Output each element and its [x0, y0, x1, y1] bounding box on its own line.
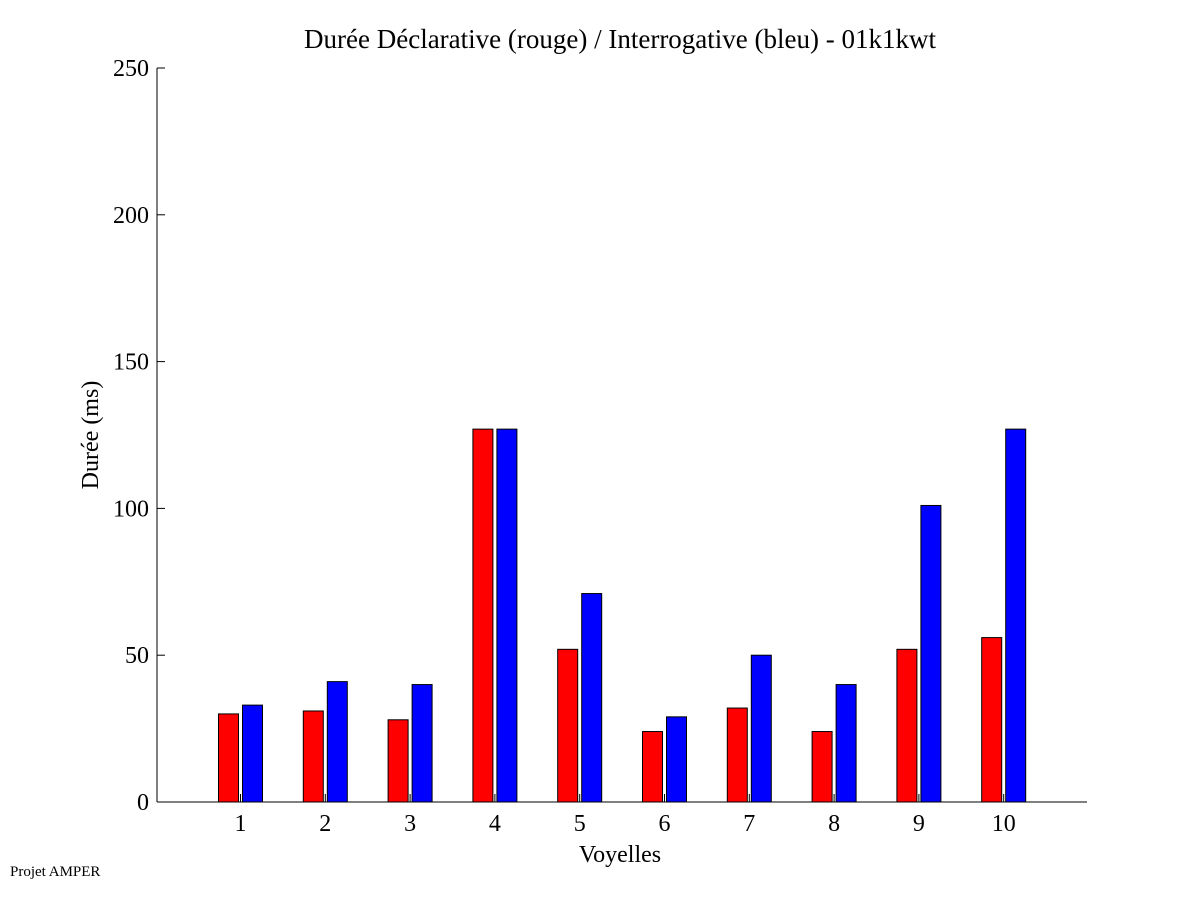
- bar-red-5: [557, 648, 579, 803]
- x-tick-label: 10: [992, 811, 1016, 837]
- bar-red-8: [811, 731, 833, 803]
- y-tick-label: 150: [113, 350, 149, 376]
- y-tick-label: 200: [113, 203, 149, 229]
- y-tick-label: 100: [113, 496, 149, 522]
- bar-blue-1: [242, 704, 263, 803]
- bar-blue-9: [920, 504, 942, 803]
- bar-red-10: [981, 637, 1003, 803]
- axes-group: [156, 68, 1087, 803]
- x-tick-label: 5: [574, 811, 586, 837]
- x-tick-label: 1: [235, 811, 247, 837]
- bar-blue-10: [1005, 428, 1027, 803]
- x-tick-label: 2: [319, 811, 331, 837]
- y-tick-label: 50: [125, 643, 149, 669]
- bar-blue-3: [411, 684, 433, 803]
- footer-label: Projet AMPER: [10, 864, 101, 880]
- x-tick-label: 7: [743, 811, 755, 837]
- x-tick-label: 3: [404, 811, 416, 837]
- bar-blue-4: [496, 428, 518, 803]
- x-tick-label: 4: [489, 811, 501, 837]
- chart-title: Durée Déclarative (rouge) / Interrogativ…: [304, 24, 936, 54]
- bar-red-3: [387, 719, 409, 803]
- bar-red-9: [896, 648, 918, 803]
- x-tick-label: 9: [913, 811, 925, 837]
- bar-red-6: [642, 731, 663, 803]
- bar-red-4: [472, 428, 494, 803]
- y-ticks-group: 0 50 100 150 200 250: [113, 56, 165, 816]
- bar-blue-7: [750, 654, 772, 803]
- y-axis-label: Durée (ms): [78, 381, 104, 490]
- bar-blue-5: [581, 593, 603, 803]
- bar-red-1: [218, 713, 239, 803]
- x-ticks-group: 1 2 3 4 5 6 7 8 9 10: [235, 811, 1016, 837]
- x-axis-label: Voyelles: [579, 842, 661, 868]
- bar-blue-6: [666, 716, 687, 803]
- bar-blue-8: [835, 684, 857, 803]
- bar-red-7: [726, 707, 748, 803]
- x-tick-label: 6: [659, 811, 671, 837]
- bar-blue-2: [326, 681, 348, 803]
- bars-group: [218, 428, 1027, 803]
- bar-red-2: [302, 710, 324, 803]
- x-tick-label: 8: [828, 811, 840, 837]
- y-tick-label: 250: [113, 56, 149, 82]
- y-tick-label: 0: [137, 790, 149, 816]
